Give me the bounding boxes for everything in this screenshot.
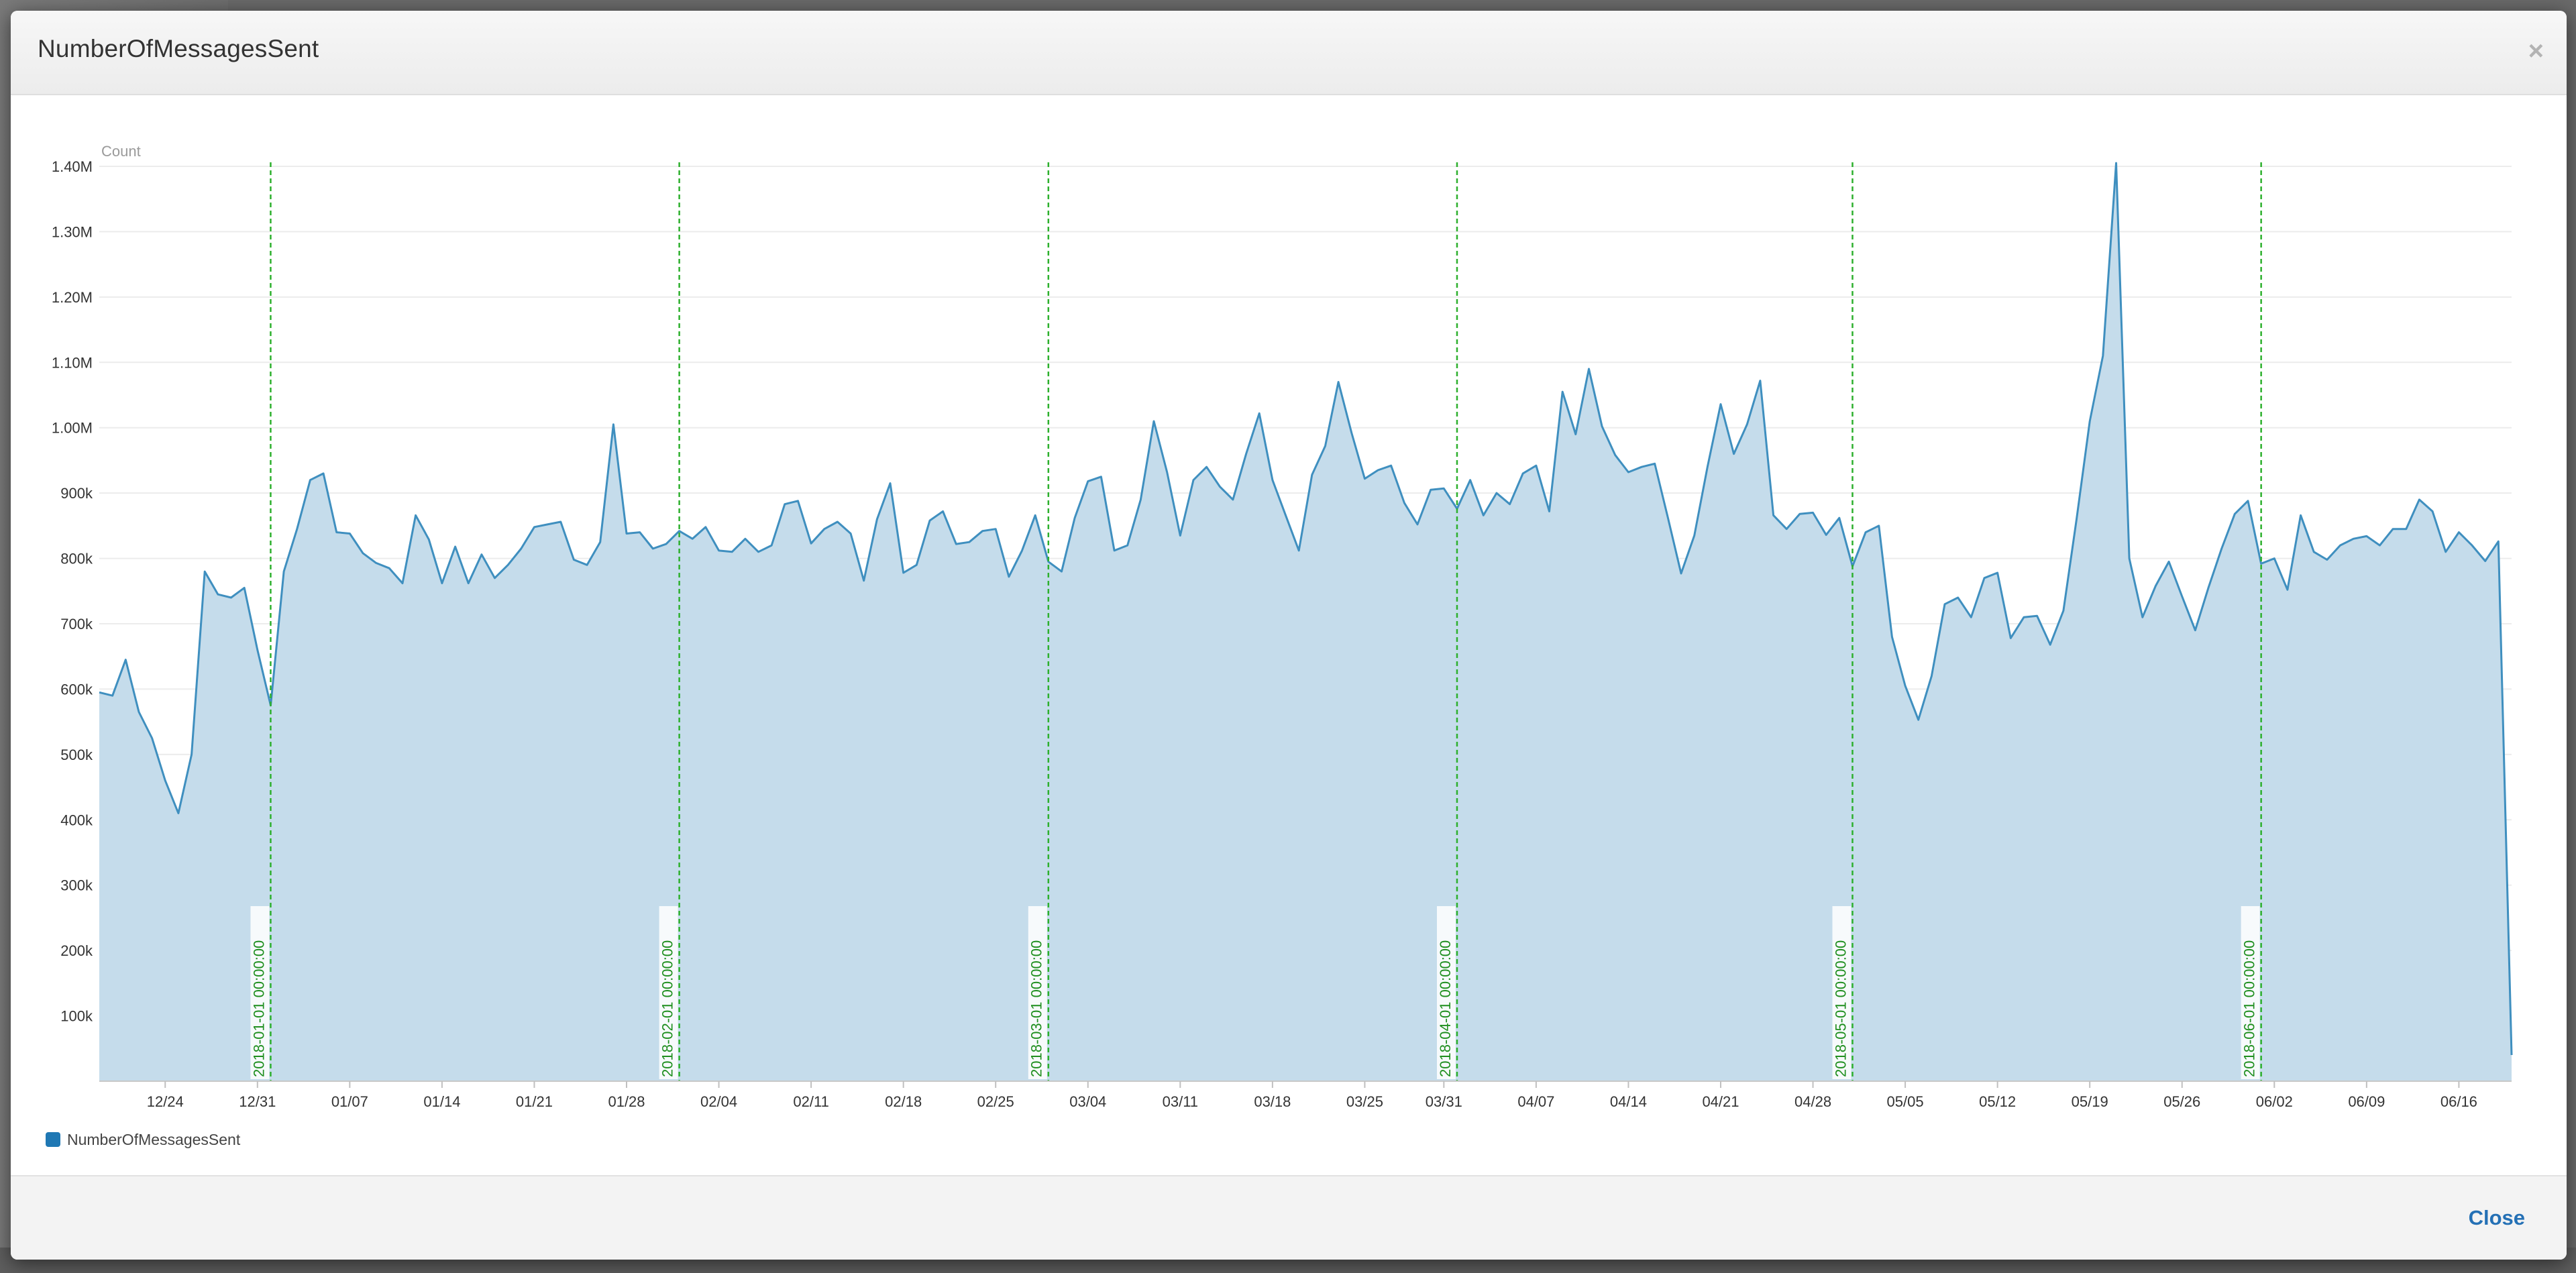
x-tick-label: 04/21 — [1702, 1093, 1739, 1110]
y-tick-label: 1.30M — [52, 223, 93, 240]
date-marker-label-bg — [250, 906, 270, 1079]
close-icon[interactable]: × — [2528, 36, 2544, 66]
x-tick-label: 02/25 — [977, 1093, 1014, 1110]
y-tick-label: 1.40M — [52, 158, 93, 175]
y-tick-label: 500k — [60, 746, 93, 763]
y-tick-label: 900k — [60, 485, 93, 502]
x-tick-label: 06/02 — [2256, 1093, 2293, 1110]
y-tick-label: 1.00M — [52, 420, 93, 437]
x-tick-label: 05/12 — [1979, 1093, 2016, 1110]
metric-modal: NumberOfMessagesSent × 2018-01-01 00:00:… — [11, 11, 2567, 1260]
x-tick-label: 06/09 — [2348, 1093, 2385, 1110]
x-tick-label: 04/07 — [1517, 1093, 1554, 1110]
date-marker-label: 2018-03-01 00:00:00 — [1028, 940, 1045, 1077]
y-tick-label: 400k — [60, 812, 93, 828]
legend-label: NumberOfMessagesSent — [67, 1131, 241, 1148]
modal-title: NumberOfMessagesSent — [38, 35, 319, 62]
series-area-fill — [99, 163, 2512, 1082]
area-chart: 2018-01-01 00:00:00 2018-02-01 00:00:00 20… — [46, 143, 2513, 1148]
x-tick-label: 05/26 — [2163, 1093, 2200, 1110]
date-marker-label: 2018-04-01 00:00:00 — [1437, 940, 1454, 1077]
date-marker-label: 2018-05-01 00:00:00 — [1832, 940, 1849, 1077]
x-tick-label: 04/14 — [1610, 1093, 1647, 1110]
x-tick-label: 05/05 — [1887, 1093, 1924, 1110]
x-tick-label: 01/14 — [423, 1093, 460, 1110]
date-marker-label-bg — [659, 906, 678, 1079]
x-tick-label: 02/04 — [700, 1093, 737, 1110]
x-tick-label: 03/11 — [1163, 1093, 1198, 1110]
y-tick-label: 1.20M — [52, 289, 93, 306]
x-tick-label: 03/04 — [1069, 1093, 1106, 1110]
axes: 100k 200k 300k 400k 500k 600k 700k 800k 900k 1.00… — [52, 158, 2512, 1110]
date-marker-label-bg — [1832, 906, 1851, 1079]
x-tick-label: 12/24 — [147, 1093, 184, 1110]
series-line — [99, 162, 2513, 1056]
modal-footer: Close — [11, 1175, 2567, 1260]
y-tick-label: 300k — [60, 877, 93, 894]
x-tick-label: 03/25 — [1346, 1093, 1383, 1110]
date-marker-label-bg — [2241, 906, 2260, 1079]
x-tick-label: 03/18 — [1254, 1093, 1291, 1110]
x-tick-label: 05/19 — [2072, 1093, 2108, 1110]
date-marker-label-bg — [1028, 906, 1047, 1079]
date-markers: 2018-01-01 00:00:00 2018-02-01 00:00:00 20… — [250, 162, 2262, 1081]
x-tick-label: 04/28 — [1794, 1093, 1831, 1110]
y-tick-label: 100k — [60, 1008, 93, 1025]
date-marker-label: 2018-02-01 00:00:00 — [659, 940, 676, 1077]
y-axis-label: Count — [101, 143, 141, 160]
x-tick-label: 01/28 — [608, 1093, 645, 1110]
legend[interactable]: NumberOfMessagesSent — [46, 1131, 241, 1148]
date-marker-label-bg — [1436, 906, 1456, 1079]
modal-header: NumberOfMessagesSent × — [11, 11, 2567, 95]
chart-area: 2018-01-01 00:00:00 2018-02-01 00:00:00 20… — [11, 95, 2567, 1178]
y-tick-label: 700k — [60, 616, 93, 632]
date-marker-label: 2018-06-01 00:00:00 — [2241, 940, 2257, 1077]
y-tick-label: 800k — [60, 551, 93, 567]
y-tick-label: 1.10M — [52, 354, 93, 371]
x-tick-label: 02/11 — [793, 1093, 828, 1110]
x-tick-label: 06/16 — [2440, 1093, 2477, 1110]
x-tick-label: 01/07 — [331, 1093, 368, 1110]
date-marker-label: 2018-01-01 00:00:00 — [250, 940, 267, 1077]
x-tick-label: 12/31 — [239, 1093, 276, 1110]
y-tick-label: 200k — [60, 942, 93, 959]
x-tick-label: 03/31 — [1426, 1093, 1462, 1110]
close-button[interactable]: Close — [2468, 1206, 2525, 1229]
y-tick-label: 600k — [60, 681, 93, 698]
x-tick-label: 02/18 — [885, 1093, 922, 1110]
x-tick-label: 01/21 — [516, 1093, 553, 1110]
legend-swatch — [46, 1132, 60, 1147]
series-area — [99, 162, 2513, 1082]
